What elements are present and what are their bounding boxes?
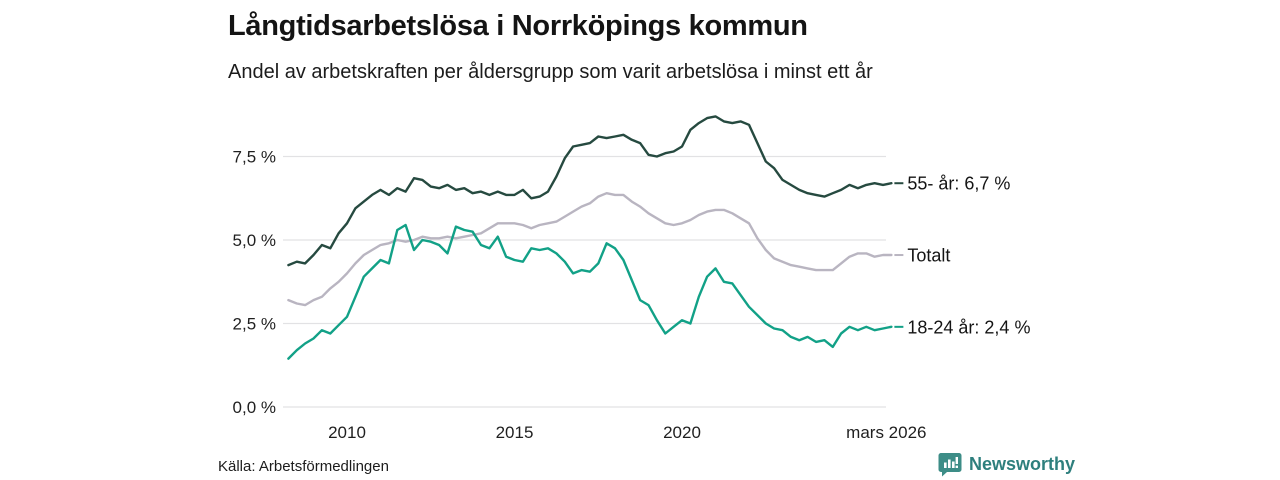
x-tick-label: 2015 xyxy=(496,423,534,442)
series-line-55-r xyxy=(287,115,893,267)
series-lines xyxy=(287,115,904,360)
series-end-labels: 55- år: 6,7 % Totalt 18-24 år: 2,4 % xyxy=(907,174,1030,338)
series-line-Totalt xyxy=(287,191,893,307)
y-tick-label: 0,0 % xyxy=(233,398,276,417)
end-label-18-24: 18-24 år: 2,4 % xyxy=(907,317,1030,337)
page-title: Långtidsarbetslösa i Norrköpings kommun xyxy=(228,10,808,42)
y-axis-labels: 7,5 % 5,0 % 2,5 % 0,0 % xyxy=(233,148,276,418)
series-line-18-24-r xyxy=(287,223,893,360)
chart-subtitle: Andel av arbetskraften per åldersgrupp s… xyxy=(228,61,873,83)
x-axis-labels: 2010 2015 2020 mars 2026 xyxy=(328,423,926,442)
y-tick-label: 5,0 % xyxy=(233,231,276,250)
brand-name: Newsworthy xyxy=(969,454,1076,474)
x-tick-label: 2010 xyxy=(328,423,366,442)
y-tick-label: 7,5 % xyxy=(233,148,276,167)
gridlines xyxy=(283,155,886,408)
bar-chart-speech-bubble-icon xyxy=(938,453,962,477)
source-note: Källa: Arbetsförmedlingen xyxy=(218,458,389,475)
x-tick-label: mars 2026 xyxy=(846,423,926,442)
y-tick-label: 2,5 % xyxy=(233,315,276,334)
newsworthy-logo: Newsworthy xyxy=(938,452,1075,477)
end-label-totalt: Totalt xyxy=(907,246,950,266)
end-label-55: 55- år: 6,7 % xyxy=(907,174,1010,194)
x-tick-label: 2020 xyxy=(663,423,701,442)
